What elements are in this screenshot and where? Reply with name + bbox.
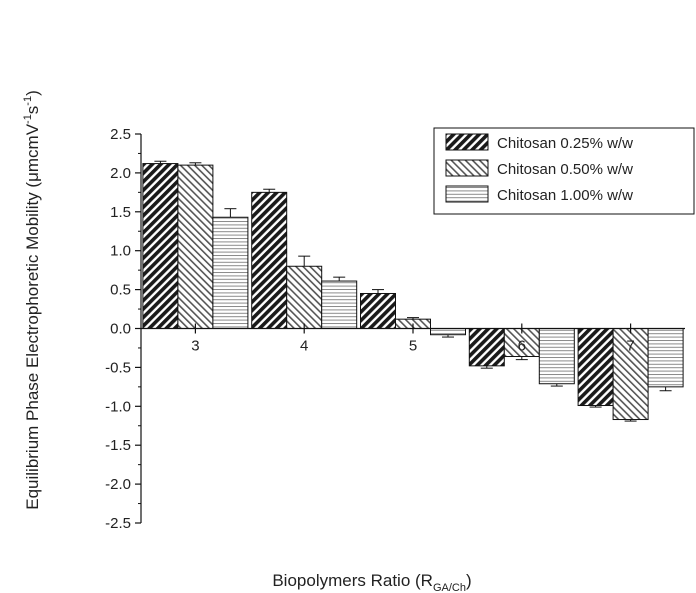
y-tick-label: -1.0: [105, 398, 131, 415]
bar-series-1: [577, 328, 614, 407]
y-tick-label: 2.0: [110, 165, 131, 182]
x-axis-title: Biopolymers Ratio (RGA/Ch): [272, 571, 471, 593]
y-tick-label: -2.0: [105, 476, 131, 493]
y-tick-label: 2.5: [110, 126, 131, 143]
bar-series-1: [142, 163, 179, 329]
legend-swatch: [445, 159, 489, 177]
bar-series-3: [647, 328, 684, 388]
y-tick-label: 1.0: [110, 243, 131, 260]
legend-swatch: [445, 185, 489, 203]
legend-label: Chitosan 1.00% w/w: [497, 187, 633, 204]
y-tick-label: 0.0: [110, 321, 131, 338]
bar-series-1: [251, 191, 288, 329]
bar-series-1: [360, 292, 396, 329]
y-tick-label: -2.5: [105, 515, 131, 532]
y-tick-label: 0.5: [110, 282, 131, 299]
y-tick-label: -0.5: [105, 359, 131, 376]
x-tick-label: 4: [300, 338, 308, 355]
y-ticks-group: 2.5 2.0 1.5 1.0 0.5 0.0 -0.5 -1.0 -1.5 -2.0 -2.5: [105, 126, 141, 532]
bar-series-1: [468, 328, 505, 367]
error-bars-group: [154, 160, 672, 422]
y-axis-title: Equilibrium Phase Electrophoretic Mobili…: [22, 90, 42, 510]
bar-series-3: [430, 328, 466, 336]
y-tick-label: -1.5: [105, 437, 131, 454]
x-ticks-group: 3 4 5 6 7: [191, 323, 635, 355]
bar-series-3: [538, 328, 575, 385]
legend: Chitosan 0.25% w/w Chitosan 0.50% w/w Chit…: [433, 127, 695, 215]
x-tick-label: 6: [518, 338, 526, 355]
y-tick-label: 1.5: [110, 204, 131, 221]
bar-series-3: [321, 280, 358, 329]
x-tick-label: 5: [409, 338, 417, 355]
legend-label: Chitosan 0.50% w/w: [497, 161, 633, 178]
x-tick-label: 3: [191, 338, 199, 355]
legend-label: Chitosan 0.25% w/w: [497, 135, 633, 152]
bar-series-3: [212, 216, 249, 329]
bar-series-2: [286, 265, 323, 330]
bar-series-2: [612, 328, 649, 421]
x-tick-label: 7: [626, 338, 634, 355]
bar-series-2: [177, 164, 214, 329]
legend-swatch: [445, 133, 489, 151]
